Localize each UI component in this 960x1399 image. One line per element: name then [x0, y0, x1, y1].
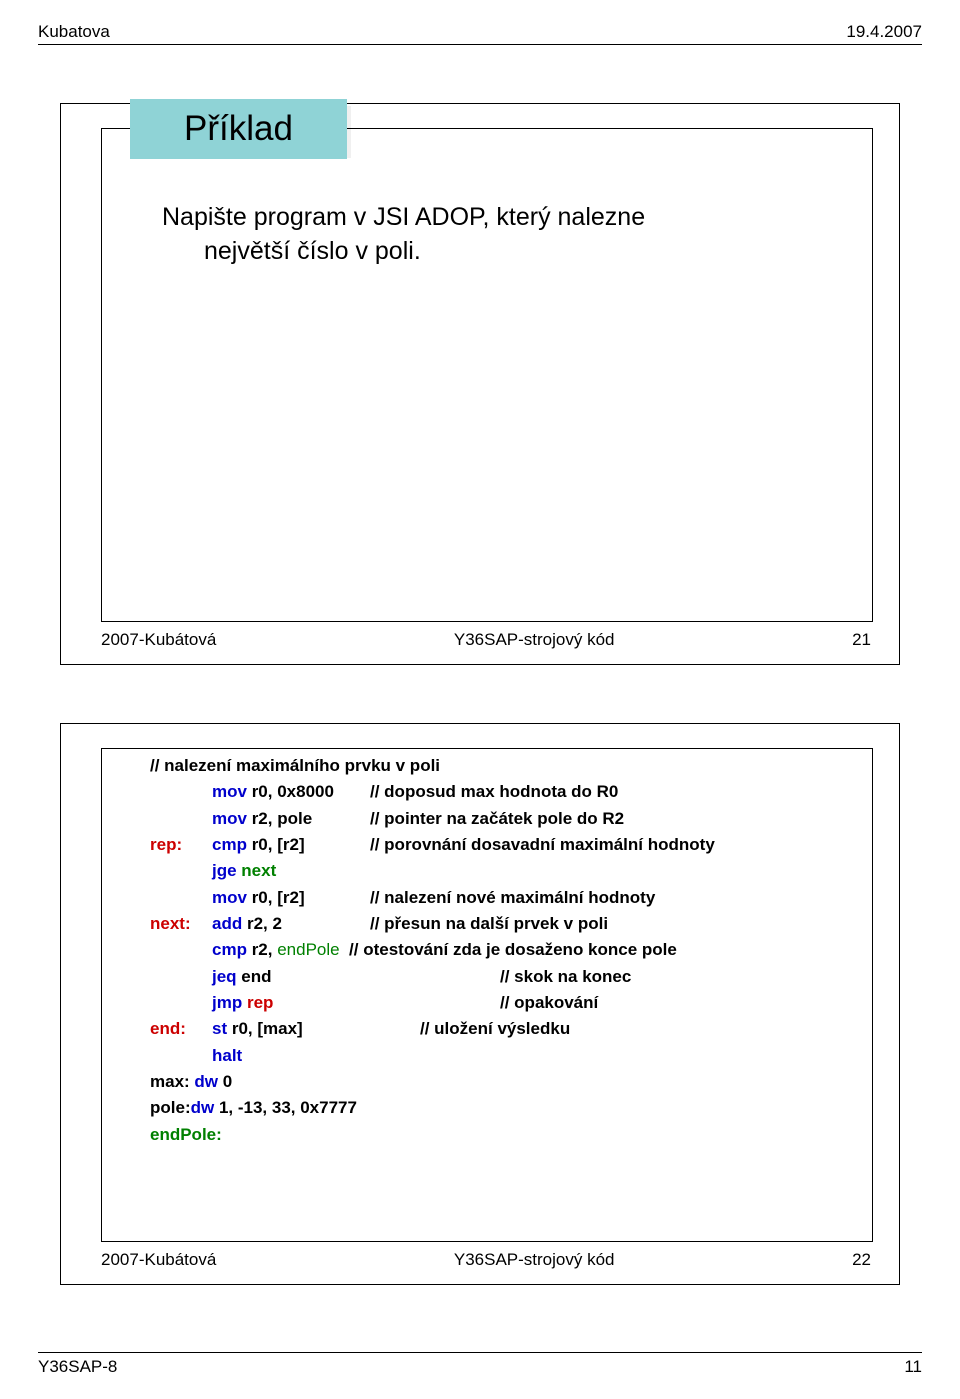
sym-next: next: [241, 861, 276, 880]
comment: // nalezení nové maximální hodnoty: [370, 885, 655, 911]
op: r0, [r2]: [247, 888, 305, 907]
footer-right: 11: [904, 1357, 922, 1377]
header-right: 19.4.2007: [846, 22, 922, 42]
slide-2: // nalezení maximálního prvku v poli mov…: [60, 723, 900, 1285]
comment: // doposud max hodnota do R0: [370, 779, 618, 805]
slide-footer-left: 2007-Kubátová: [101, 1250, 216, 1270]
comment: // opakování: [500, 990, 598, 1016]
op: 0: [218, 1069, 232, 1095]
op: r0, [max]: [227, 1019, 303, 1038]
kw-mov: mov: [212, 809, 247, 828]
op: r2, pole: [247, 809, 312, 828]
code-line-7: cmp r2, endPole // otestování zda je dos…: [150, 937, 840, 963]
label-next: next:: [150, 911, 212, 937]
kw-cmp: cmp: [212, 835, 247, 854]
code-line-11: halt: [150, 1043, 840, 1069]
code-line-10: end: st r0, [max] // uložení výsledku: [150, 1016, 840, 1042]
kw-dw: dw: [190, 1069, 218, 1095]
code-line-9: jmp rep // opakování: [150, 990, 840, 1016]
code-line-2: mov r2, pole // pointer na začátek pole …: [150, 806, 840, 832]
page-footer: Y36SAP-8 11: [38, 1352, 922, 1377]
op: end: [237, 967, 272, 986]
kw-jeq: jeq: [212, 967, 237, 986]
op: r2,: [247, 940, 277, 959]
comment: // přesun na další prvek v poli: [370, 911, 608, 937]
op: r0, [r2]: [247, 835, 305, 854]
page: Kubatova 19.4.2007 Příklad Napište progr…: [0, 0, 960, 1399]
code-line-5: mov r0, [r2] // nalezení nové maximální …: [150, 885, 840, 911]
comment: // skok na konec: [500, 964, 631, 990]
kw-mov: mov: [212, 782, 247, 801]
kw-add: add: [212, 914, 242, 933]
slide-2-footer: 2007-Kubátová Y36SAP-strojový kód 22: [101, 1250, 871, 1270]
slide-footer-left: 2007-Kubátová: [101, 630, 216, 650]
code-title-comment: // nalezení maximálního prvku v poli: [150, 753, 840, 779]
comment: // pointer na začátek pole do R2: [370, 806, 624, 832]
slide-1-title: Příklad: [130, 99, 347, 159]
slide-footer-center: Y36SAP-strojový kód: [454, 1250, 615, 1270]
label-end: end:: [150, 1016, 212, 1042]
slide-footer-center: Y36SAP-strojový kód: [454, 630, 615, 650]
slide-2-frame: // nalezení maximálního prvku v poli mov…: [101, 748, 873, 1242]
code-line-6: next: add r2, 2 // přesun na další prvek…: [150, 911, 840, 937]
footer-left: Y36SAP-8: [38, 1357, 117, 1377]
label-max: max:: [150, 1069, 190, 1095]
kw-mov: mov: [212, 888, 247, 907]
kw-cmp: cmp: [212, 940, 247, 959]
code-line-12: max: dw 0: [150, 1069, 840, 1095]
label-pole: pole:: [150, 1095, 191, 1121]
body-line-1: Napište program v JSI ADOP, který nalezn…: [162, 201, 832, 235]
label-endpole: endPole:: [150, 1122, 222, 1148]
kw-jmp: jmp: [212, 993, 242, 1012]
code-line-4: jge next: [150, 858, 840, 884]
code-line-3: rep: cmp r0, [r2] // porovnání dosavadní…: [150, 832, 840, 858]
code-line-1: mov r0, 0x8000 // doposud max hodnota do…: [150, 779, 840, 805]
kw-halt: halt: [212, 1043, 242, 1069]
code-line-14: endPole:: [150, 1122, 840, 1148]
kw-dw: dw: [191, 1095, 215, 1121]
code-line-8: jeq end // skok na konec: [150, 964, 840, 990]
code-line-13: pole:dw 1, -13, 33, 0x7777: [150, 1095, 840, 1121]
slide-2-pagenum: 22: [852, 1250, 871, 1270]
comment: // uložení výsledku: [420, 1016, 570, 1042]
op: r0, 0x8000: [247, 782, 334, 801]
slide-1-pagenum: 21: [852, 630, 871, 650]
op: r2, 2: [242, 914, 282, 933]
label-rep: rep:: [150, 832, 212, 858]
slide-1-frame: Příklad Napište program v JSI ADOP, kter…: [101, 128, 873, 622]
code-block: // nalezení maximálního prvku v poli mov…: [150, 753, 840, 1148]
sym-endpole: endPole: [277, 940, 339, 959]
body-line-2: největší číslo v poli.: [162, 235, 832, 269]
page-header: Kubatova 19.4.2007: [38, 22, 922, 45]
kw-st: st: [212, 1019, 227, 1038]
op: 1, -13, 33, 0x7777: [214, 1095, 357, 1121]
comment: // porovnání dosavadní maximální hodnoty: [370, 832, 715, 858]
sym-rep: rep: [247, 993, 273, 1012]
slide-1: Příklad Napište program v JSI ADOP, kter…: [60, 103, 900, 665]
kw-jge: jge: [212, 861, 237, 880]
slide-1-body: Napište program v JSI ADOP, který nalezn…: [162, 201, 832, 269]
slide-1-footer: 2007-Kubátová Y36SAP-strojový kód 21: [101, 630, 871, 650]
header-left: Kubatova: [38, 22, 110, 42]
comment: // otestování zda je dosaženo konce pole: [340, 940, 677, 959]
